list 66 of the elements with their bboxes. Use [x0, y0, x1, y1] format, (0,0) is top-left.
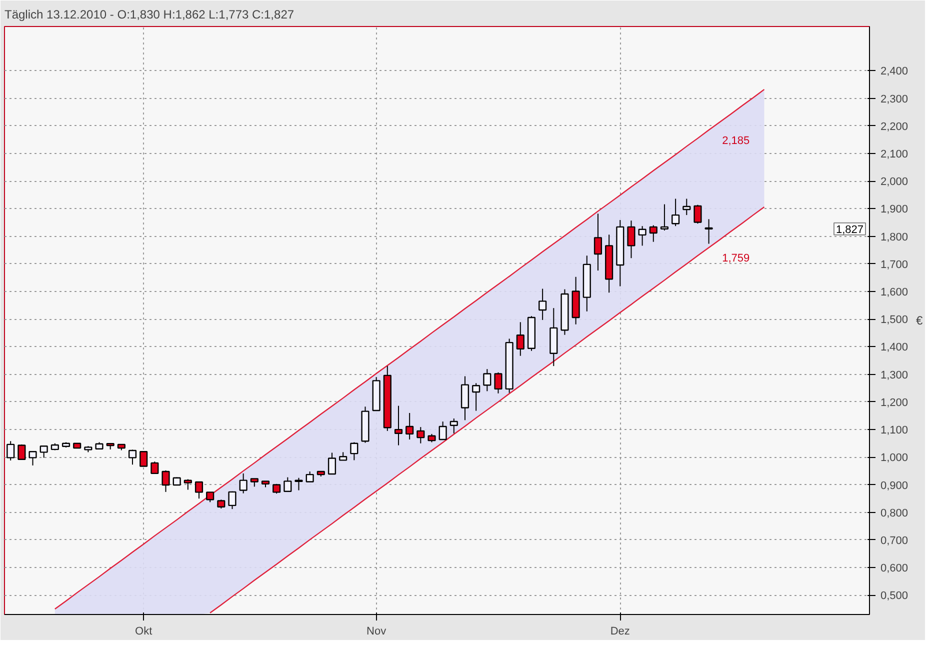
- candlestick: [228, 490, 236, 510]
- candlestick: [306, 471, 314, 482]
- y-tick-label: 1,500: [880, 314, 908, 326]
- candlestick: [416, 426, 425, 444]
- candlestick: [516, 322, 524, 356]
- candlestick: [150, 461, 159, 474]
- candlestick: [638, 226, 646, 246]
- candlestick: [184, 478, 192, 490]
- y-tick-label: 2,300: [880, 93, 908, 106]
- candlestick: [472, 382, 480, 412]
- line-series: [209, 206, 765, 614]
- candlestick: [460, 376, 470, 421]
- candlestick: [682, 198, 691, 216]
- y-tick-label: 0,900: [880, 480, 908, 492]
- candlestick: [239, 472, 248, 494]
- y-tick-label: 1,200: [880, 396, 908, 409]
- candlestick: [660, 204, 669, 232]
- annotation: 1,827: [836, 224, 864, 236]
- candlestick: [18, 444, 26, 460]
- y-tick-label: 0,600: [880, 562, 908, 575]
- candlestick: [328, 452, 336, 475]
- annotation: 2,185: [722, 135, 750, 148]
- candlestick: [649, 224, 658, 242]
- chart-title: Täglich 13.12.2010 - O:1,830 H:1,862 L:1,773 C:1,827: [4, 8, 294, 22]
- candlestick: [594, 213, 602, 272]
- candlestick: [406, 412, 414, 440]
- candlestick: [284, 476, 292, 492]
- y-tick-label: 1,600: [880, 286, 908, 299]
- candlestick: [394, 405, 403, 446]
- x-tick-label: Dez: [610, 626, 630, 638]
- annotation: 1,759: [722, 252, 750, 265]
- y-tick-label: 2,000: [880, 176, 908, 188]
- y-tick-label: 1,000: [880, 452, 908, 464]
- candlestick: [194, 481, 204, 500]
- y-tick-label: 0,700: [880, 534, 908, 547]
- y-tick-label: 0,500: [880, 590, 908, 602]
- y-tick-label: 2,400: [880, 66, 908, 78]
- candlestick: [704, 218, 713, 244]
- candlestick: [494, 372, 502, 394]
- candlestick: [162, 470, 170, 492]
- y-tick-label: 1,300: [880, 369, 908, 382]
- candlestick: [538, 288, 547, 320]
- y-tick-label: 2,100: [880, 148, 908, 160]
- candlestick: [450, 418, 458, 434]
- candlestick: [350, 442, 358, 461]
- candlestick: [128, 449, 137, 466]
- candlestick: [294, 477, 303, 491]
- y-tick-label: 2,200: [880, 120, 908, 133]
- y-tick-label: 0,800: [880, 507, 908, 520]
- y-tick-label: 1,900: [880, 204, 908, 216]
- y-tick-label: 1,100: [880, 424, 908, 437]
- candlestick: [140, 451, 148, 467]
- candlestick: [694, 204, 702, 224]
- y-tick-label: 1,700: [880, 258, 908, 271]
- candlestick: [627, 220, 636, 259]
- candlestick: [206, 492, 214, 503]
- candlestick: [672, 198, 680, 227]
- candlestick: [28, 451, 37, 466]
- x-tick-label: Nov: [366, 626, 387, 638]
- y-tick-label: 1,800: [880, 231, 908, 244]
- candlestick: [483, 368, 492, 392]
- y-axis-title: €: [916, 314, 924, 328]
- y-tick-label: 1,400: [880, 342, 908, 354]
- candlestick: [438, 421, 447, 440]
- x-tick-label: Okt: [135, 626, 152, 638]
- candlestick: [40, 445, 48, 458]
